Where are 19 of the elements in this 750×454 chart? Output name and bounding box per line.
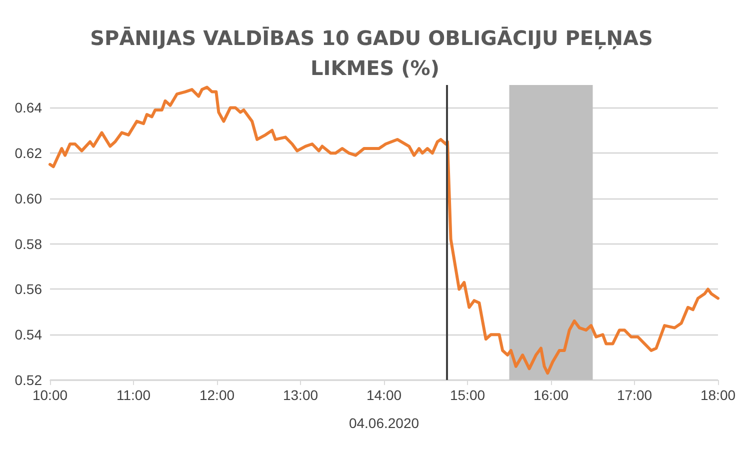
chart-title: SPĀNIJAS VALDĪBAS 10 GADU OBLIGĀCIJU PEĻŅAS LIKMES (%) bbox=[90, 26, 660, 80]
y-tick-label: 0.58 bbox=[14, 236, 42, 252]
x-tick-label: 15:00 bbox=[450, 387, 486, 403]
y-tick-label: 0.60 bbox=[14, 190, 42, 206]
y-tick-label: 0.52 bbox=[14, 372, 42, 388]
x-tick-label: 17:00 bbox=[616, 387, 652, 403]
y-tick-label: 0.64 bbox=[14, 100, 42, 116]
x-tick-label: 10:00 bbox=[32, 387, 68, 403]
x-tick-label: 18:00 bbox=[700, 387, 736, 403]
y-tick-label: 0.54 bbox=[14, 326, 42, 343]
x-tick-label: 11:00 bbox=[116, 387, 151, 403]
x-tick-label: 13:00 bbox=[282, 387, 318, 403]
line-series bbox=[48, 86, 720, 375]
x-tick-label: 16:00 bbox=[533, 387, 569, 403]
y-tick-label: 0.56 bbox=[14, 281, 42, 298]
x-tick-label: 14:00 bbox=[366, 387, 402, 403]
x-tick-label: 12:00 bbox=[199, 387, 235, 403]
y-tick-label: 0.62 bbox=[14, 145, 42, 162]
x-axis-title: 04.06.2020 bbox=[348, 415, 420, 431]
